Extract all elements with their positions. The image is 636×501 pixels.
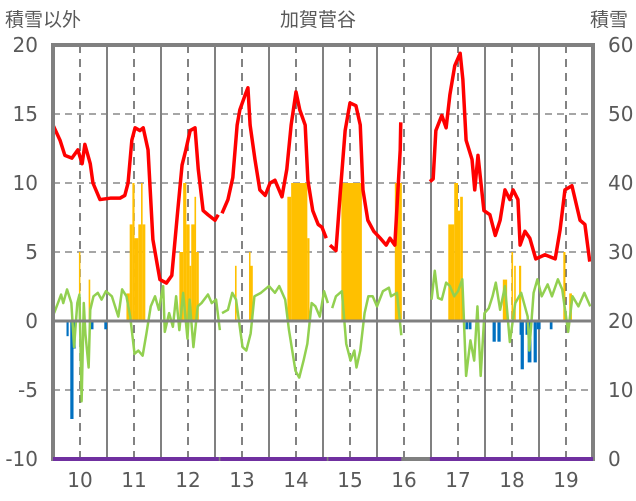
left-tick-label: -10 (5, 447, 38, 471)
left-tick-label: 10 (13, 171, 38, 195)
orange-bar (341, 183, 362, 321)
orange-bar (88, 279, 91, 321)
orange-bar (179, 252, 184, 321)
blue-bar (497, 321, 501, 342)
orange-bar (134, 238, 139, 321)
snow-depth-line (220, 86, 328, 239)
blue-bar (468, 321, 472, 330)
orange-bar (132, 183, 135, 321)
right-tick-label: 0 (608, 447, 621, 471)
orange-bar (454, 183, 458, 321)
x-tick-label: 14 (283, 468, 308, 492)
orange-bar (511, 252, 514, 321)
x-tick-label: 13 (229, 468, 254, 492)
blue-bar (520, 321, 524, 370)
orange-bar (189, 265, 192, 321)
blue-bar (90, 321, 94, 330)
orange-bar (186, 224, 190, 321)
blue-bar (465, 321, 469, 330)
orange-bar (287, 196, 292, 321)
left-tick-label: -5 (18, 378, 38, 402)
orange-bar (183, 183, 187, 321)
left-tick-label: 0 (25, 309, 38, 333)
snow-depth-line (428, 51, 592, 262)
blue-bar (519, 321, 522, 335)
x-tick-label: 15 (337, 468, 362, 492)
orange-bar (307, 238, 310, 321)
blue-bar (525, 321, 528, 335)
orange-bar (250, 265, 253, 321)
snow-depth-line (51, 124, 220, 285)
left-tick-label: 5 (25, 240, 38, 264)
left-axis-title: 積雪以外 (5, 9, 81, 31)
chart-title: 加賀菅谷 (280, 9, 356, 31)
right-axis-title: 積雪 (590, 9, 628, 31)
bars (66, 183, 572, 419)
left-tick-label: 20 (13, 33, 38, 57)
right-tick-label: 50 (608, 102, 633, 126)
plot-frame (51, 43, 595, 461)
blue-bar (549, 321, 553, 330)
orange-bar (191, 224, 195, 321)
blue-bar (104, 321, 107, 330)
orange-bar (291, 183, 308, 321)
orange-bar (249, 252, 251, 321)
orange-bar (196, 252, 199, 321)
x-tick-label: 12 (175, 468, 200, 492)
blue-bar (492, 321, 496, 342)
right-tick-label: 10 (608, 378, 633, 402)
orange-bar (448, 224, 455, 321)
series-lines (51, 51, 592, 403)
x-tick-label: 18 (499, 468, 524, 492)
green-series-line (221, 284, 330, 379)
x-tick-label: 16 (391, 468, 416, 492)
left-tick-label: 15 (13, 102, 38, 126)
right-tick-label: 30 (608, 240, 633, 264)
orange-bar (129, 224, 133, 321)
x-tick-label: 10 (67, 468, 92, 492)
orange-bar (142, 224, 146, 321)
right-tick-label: 60 (608, 33, 633, 57)
snow-depth-line (328, 101, 403, 253)
blue-bar (70, 321, 74, 419)
green-series-line (430, 269, 592, 378)
orange-bar (138, 224, 142, 321)
right-tick-label: 20 (608, 309, 633, 333)
right-tick-label: 40 (608, 171, 633, 195)
orange-bar (458, 210, 461, 321)
orange-bar (194, 196, 197, 321)
x-tick-label: 11 (121, 468, 146, 492)
orange-bar (78, 252, 81, 321)
orange-bar (514, 265, 516, 321)
blue-bar (533, 321, 537, 363)
orange-bar (394, 183, 402, 321)
green-series-line (330, 286, 403, 369)
x-tick-label: 19 (553, 468, 578, 492)
orange-bar (141, 183, 143, 321)
green-series-line (52, 284, 222, 403)
blue-bar (536, 321, 541, 330)
orange-bar (234, 265, 237, 321)
orange-bar (460, 196, 463, 321)
orange-bar (563, 252, 566, 321)
x-tick-label: 17 (445, 468, 470, 492)
blue-bar (66, 321, 69, 337)
